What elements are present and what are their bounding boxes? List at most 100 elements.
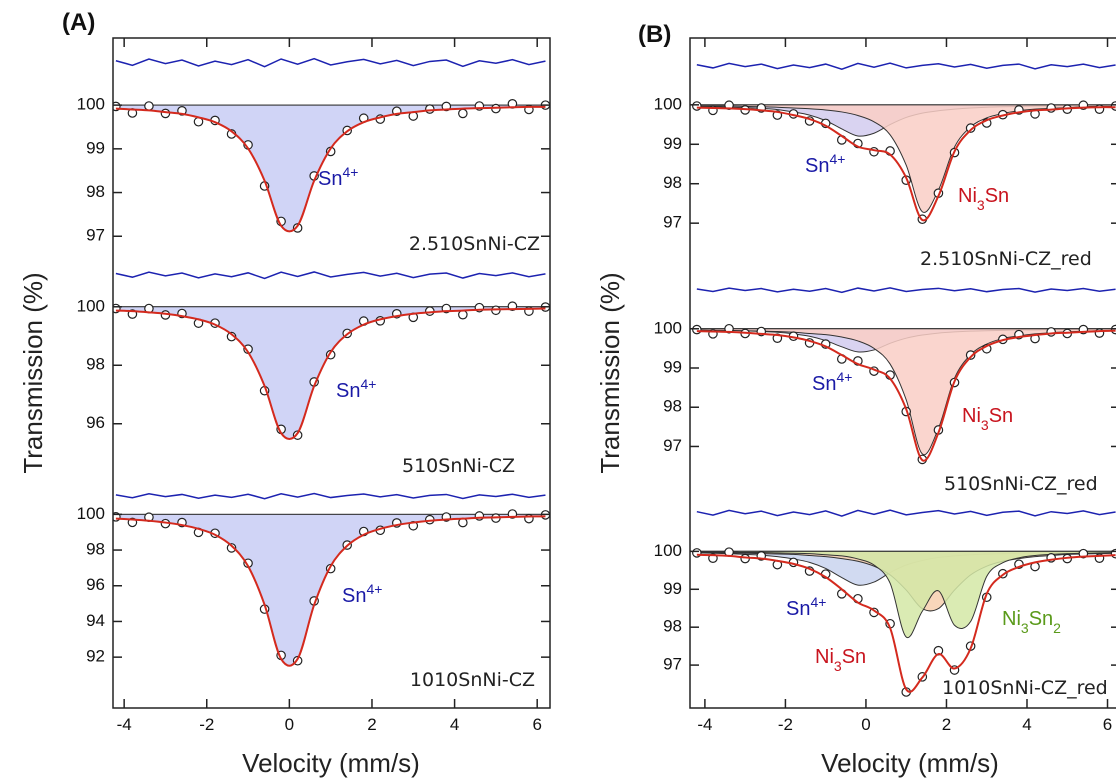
annotation-part: 4+: [360, 376, 376, 392]
annotation-part: Sn: [1029, 608, 1053, 630]
plot-frame: [112, 37, 551, 709]
x-tick-label: 0: [861, 715, 870, 734]
component-area: [115, 513, 546, 667]
residual-line: [696, 62, 1116, 70]
y-tick-label: 100: [77, 95, 105, 114]
y-tick-label: 99: [663, 134, 682, 153]
y-tick-label: 100: [77, 504, 105, 523]
annotation-part: Sn: [985, 185, 1009, 207]
x-tick-label: -4: [697, 715, 712, 734]
annotation-part: 3: [977, 197, 985, 213]
y-tick-label: 92: [86, 647, 105, 666]
panel: [113, 57, 550, 667]
data-point: [1046, 103, 1056, 113]
data-point: [1046, 327, 1056, 337]
panel-title: (B): [638, 21, 671, 48]
y-tick-label: 99: [663, 357, 682, 376]
annotation: Sn4+: [812, 369, 852, 395]
y-axis-title: Transmission (%): [18, 272, 48, 473]
y-tick-label: 100: [654, 541, 682, 560]
sample-label: 510SnNi-CZ: [402, 455, 515, 477]
annotation-part: 4+: [836, 369, 852, 385]
data-point: [144, 101, 154, 111]
data-point: [425, 104, 435, 114]
data-point: [226, 543, 237, 553]
y-tick-label: 100: [654, 318, 682, 337]
component-area: [696, 104, 1116, 213]
annotation: Sn4+: [805, 151, 845, 177]
fit-line: [696, 106, 1116, 222]
annotation: Sn4+: [342, 581, 382, 607]
annotation-part: Sn: [318, 168, 342, 190]
y-axis-title: Transmission (%): [595, 272, 625, 473]
data-point: [965, 350, 976, 360]
y-tick-label: 99: [86, 138, 105, 157]
data-point: [692, 101, 702, 111]
fit-line: [115, 515, 546, 667]
x-tick-label: -2: [199, 715, 214, 734]
annotation: Ni3Sn: [962, 405, 1013, 433]
annotation-part: Ni: [815, 646, 834, 668]
fit-line: [115, 105, 546, 233]
data-point: [965, 123, 976, 133]
sample-label: 2.510SnNi-CZ_red: [920, 248, 1092, 270]
panel-title: (A): [62, 9, 95, 36]
annotation-part: Sn: [805, 155, 829, 177]
data-point: [692, 324, 702, 335]
annotation-part: 4+: [366, 581, 382, 597]
x-axis-title: Velocity (mm/s): [821, 748, 999, 778]
data-point: [474, 511, 485, 521]
residual-line: [696, 509, 1116, 517]
x-tick-label: 0: [285, 715, 294, 734]
residual-line: [115, 271, 546, 280]
y-tick-label: 98: [86, 182, 105, 201]
y-tick-label: 97: [663, 436, 682, 455]
annotation-part: 4+: [829, 151, 845, 167]
y-tick-label: 100: [77, 296, 105, 315]
annotation-part: 2: [1053, 620, 1061, 636]
annotation-part: Sn: [336, 380, 360, 402]
y-tick-label: 98: [663, 173, 682, 192]
y-tick-label: 97: [86, 226, 105, 245]
annotation: Sn4+: [336, 376, 376, 402]
y-tick-label: 94: [86, 611, 105, 630]
annotation-part: Ni: [1002, 608, 1021, 630]
annotation-part: Sn: [786, 598, 810, 620]
annotation-part: 3: [834, 658, 842, 674]
x-tick-label: 2: [942, 715, 951, 734]
x-tick-label: 6: [532, 715, 541, 734]
data-point: [458, 309, 468, 320]
data-point: [292, 430, 303, 440]
x-tick-label: 4: [1022, 715, 1031, 734]
annotation: Sn4+: [318, 164, 358, 190]
x-tick-label: 6: [1103, 715, 1112, 734]
residual-line: [696, 287, 1116, 294]
component-area: [115, 306, 546, 440]
data-point: [458, 108, 468, 119]
x-tick-label: 4: [450, 715, 459, 734]
residual-line: [115, 492, 546, 500]
annotation: Ni3Sn2: [1002, 608, 1061, 636]
annotation-part: 4+: [342, 164, 358, 180]
panel: [690, 62, 1116, 697]
annotation-part: Sn: [812, 373, 836, 395]
residual-line: [115, 57, 546, 68]
sample-label: 1010SnNi-CZ: [410, 669, 535, 691]
annotation-part: 3: [1021, 620, 1029, 636]
annotation-part: Ni: [962, 405, 981, 427]
data-point: [292, 223, 303, 233]
y-tick-label: 98: [86, 540, 105, 559]
sample-label: 510SnNi-CZ_red: [944, 473, 1098, 495]
annotation: Sn4+: [786, 594, 826, 620]
y-tick-label: 97: [663, 655, 682, 674]
annotation-part: Sn: [342, 585, 366, 607]
fit-line: [115, 307, 546, 440]
data-point: [1110, 324, 1116, 335]
y-tick-label: 96: [86, 575, 105, 594]
x-tick-label: -4: [117, 715, 132, 734]
sample-label: 1010SnNi-CZ_red: [942, 677, 1108, 699]
fit-line: [696, 553, 1116, 693]
fit-line: [696, 329, 1116, 462]
annotation: Ni3Sn: [815, 646, 866, 674]
